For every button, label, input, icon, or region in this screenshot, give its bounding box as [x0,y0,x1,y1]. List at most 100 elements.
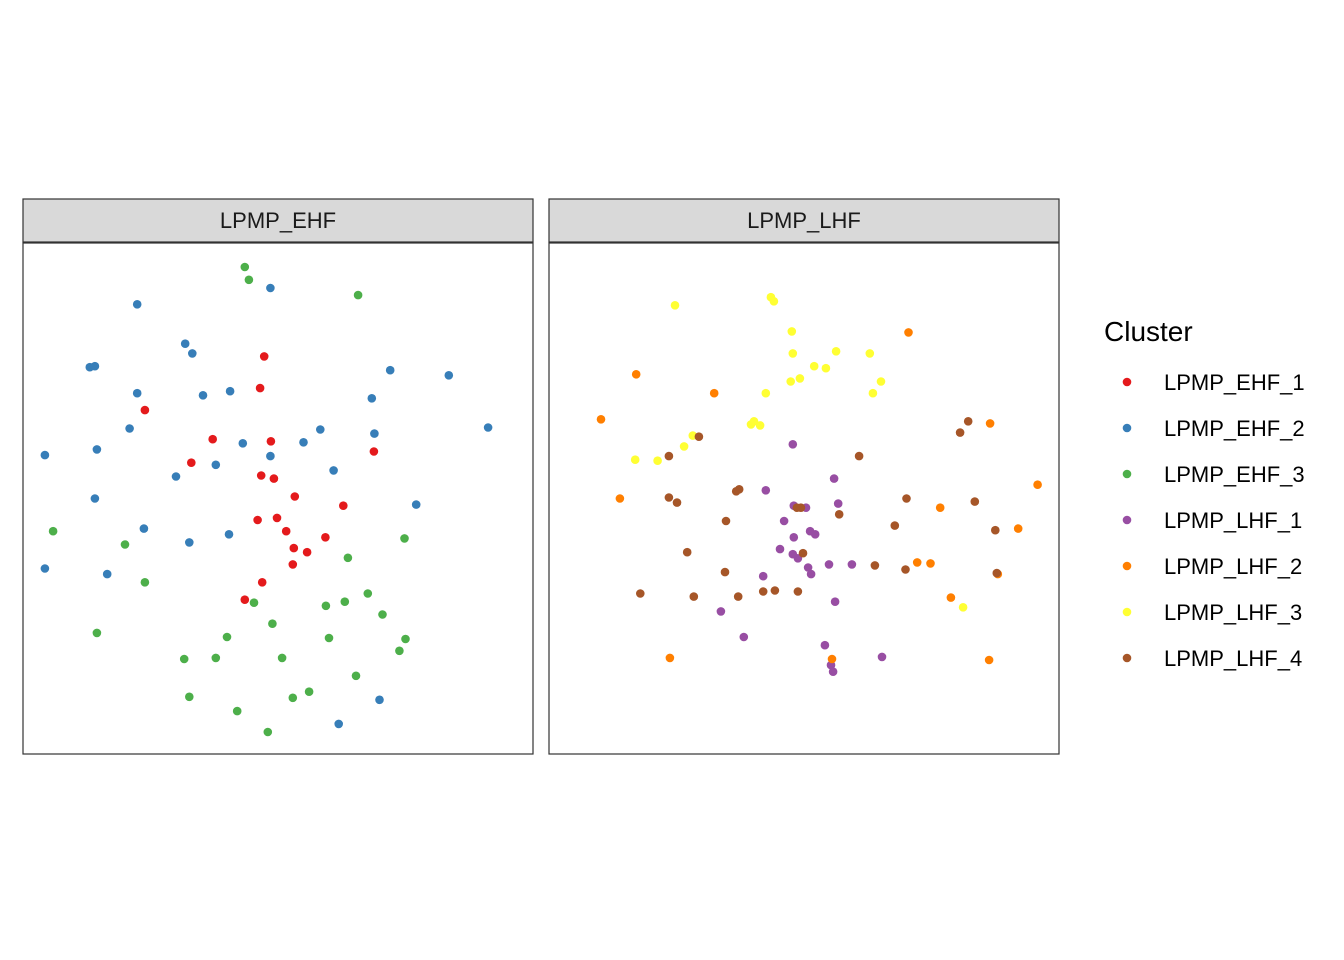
point-lpmp-lhf-4-3 [694,432,704,442]
point-lpmp-ehf-3-20 [179,654,189,664]
point-lpmp-lhf-1-24 [877,652,887,662]
point-lpmp-ehf-3-21 [211,653,221,663]
point-lpmp-lhf-2-13 [946,593,956,602]
point-lpmp-ehf-2-33 [375,695,384,705]
point-lpmp-lhf-3-21 [653,456,662,466]
point-lpmp-lhf-4-8 [664,493,674,502]
point-lpmp-ehf-3-1 [240,262,250,272]
point-lpmp-lhf-4-18 [682,547,692,557]
point-lpmp-lhf-2-14 [665,653,675,663]
point-lpmp-lhf-4-23 [992,568,1002,578]
point-lpmp-lhf-3-6 [831,347,841,356]
point-lpmp-ehf-3-17 [324,633,334,643]
point-lpmp-ehf-1-6 [187,458,196,468]
point-lpmp-lhf-2-16 [984,655,994,665]
point-lpmp-ehf-1-3 [140,405,150,415]
point-lpmp-lhf-3-2 [769,297,779,306]
point-lpmp-lhf-4-28 [733,592,743,601]
point-lpmp-lhf-1-15 [824,560,834,569]
point-lpmp-ehf-3-14 [268,619,277,628]
point-lpmp-lhf-3-14 [868,388,878,398]
point-lpmp-ehf-3-8 [140,578,150,587]
point-lpmp-ehf-1-8 [256,471,266,480]
point-lpmp-ehf-2-11 [225,386,235,396]
point-lpmp-lhf-1-14 [803,563,813,572]
point-lpmp-ehf-1-2 [255,383,265,393]
point-lpmp-lhf-1-11 [775,544,785,554]
legend-label-lpmp-lhf-4: LPMP_LHF_4 [1164,646,1302,671]
point-lpmp-lhf-3-3 [670,301,680,310]
point-lpmp-lhf-1-19 [830,597,840,606]
point-lpmp-ehf-3-6 [400,534,409,543]
facet-plot-area-1 [22,242,534,755]
point-lpmp-lhf-3-22 [958,603,968,612]
point-lpmp-ehf-3-27 [232,706,242,716]
point-lpmp-ehf-2-16 [238,439,248,448]
point-lpmp-ehf-1-5 [266,437,276,446]
point-lpmp-lhf-3-11 [795,374,805,383]
point-lpmp-lhf-3-10 [786,377,795,386]
legend-key-lpmp-lhf-1 [1122,515,1132,525]
point-lpmp-lhf-3-12 [876,377,886,386]
legend-title: Cluster [1104,316,1193,347]
point-lpmp-lhf-2-1 [904,328,913,337]
point-lpmp-lhf-3-4 [787,327,797,336]
point-lpmp-lhf-3-13 [761,388,771,398]
point-lpmp-ehf-2-3 [180,339,190,349]
legend-label-lpmp-ehf-3: LPMP_EHF_3 [1164,462,1305,487]
point-lpmp-lhf-4-10 [902,494,911,503]
legend-key-lpmp-ehf-1 [1122,377,1132,387]
point-lpmp-ehf-3-9 [249,598,259,607]
point-lpmp-lhf-4-9 [672,498,682,507]
point-lpmp-lhf-2-2 [631,370,641,379]
facet-strip-2 [548,198,1060,243]
point-lpmp-lhf-2-10 [912,558,922,567]
point-lpmp-lhf-4-24 [636,589,645,598]
point-lpmp-ehf-1-9 [269,474,279,483]
facet-points-2 [596,292,1042,676]
point-lpmp-ehf-3-23 [351,671,361,681]
point-lpmp-lhf-1-25 [828,667,838,676]
point-lpmp-ehf-2-23 [329,466,338,475]
point-lpmp-ehf-2-30 [40,564,50,573]
point-lpmp-lhf-3-19 [679,442,689,451]
point-lpmp-ehf-2-28 [224,530,234,539]
facet-points-1 [40,262,493,737]
point-lpmp-lhf-2-5 [985,419,995,428]
point-lpmp-ehf-1-11 [339,501,348,511]
point-lpmp-ehf-2-26 [411,500,421,509]
point-lpmp-lhf-4-16 [890,521,900,530]
point-lpmp-lhf-4-1 [963,417,973,426]
point-lpmp-ehf-2-20 [92,445,102,454]
point-lpmp-ehf-2-24 [171,472,181,481]
point-lpmp-lhf-1-9 [810,530,820,539]
legend-entries: LPMP_EHF_1 LPMP_EHF_2 LPMP_EHF_3 LPMP_LHF_1… [1122,370,1305,671]
point-lpmp-ehf-1-1 [259,352,269,361]
point-lpmp-ehf-2-18 [370,429,379,438]
point-lpmp-ehf-2-12 [367,394,377,403]
point-lpmp-lhf-4-20 [720,567,730,577]
point-lpmp-lhf-2-3 [709,388,719,398]
facet-strip-1 [22,198,534,243]
point-lpmp-lhf-3-8 [809,361,819,371]
point-lpmp-lhf-1-16 [847,560,857,569]
point-lpmp-ehf-2-1 [266,283,275,293]
point-lpmp-ehf-2-25 [90,494,100,503]
point-lpmp-lhf-3-16 [749,417,759,426]
point-lpmp-lhf-4-29 [793,587,803,596]
point-lpmp-lhf-1-6 [833,499,843,508]
point-lpmp-ehf-3-10 [321,601,331,611]
facet-strip-label-2: LPMP_LHF [747,208,861,233]
point-lpmp-ehf-2-7 [385,365,395,375]
point-lpmp-lhf-3-7 [865,349,875,358]
point-lpmp-ehf-3-3 [353,290,363,300]
point-lpmp-ehf-3-5 [120,540,130,549]
point-lpmp-ehf-1-13 [272,513,282,523]
point-lpmp-lhf-1-20 [716,607,726,616]
point-lpmp-ehf-2-9 [132,388,142,398]
point-lpmp-ehf-3-11 [340,597,350,606]
point-lpmp-lhf-3-5 [788,349,798,358]
point-lpmp-ehf-1-19 [257,578,267,587]
facet-panel-1: LPMP_EHF [22,198,534,755]
